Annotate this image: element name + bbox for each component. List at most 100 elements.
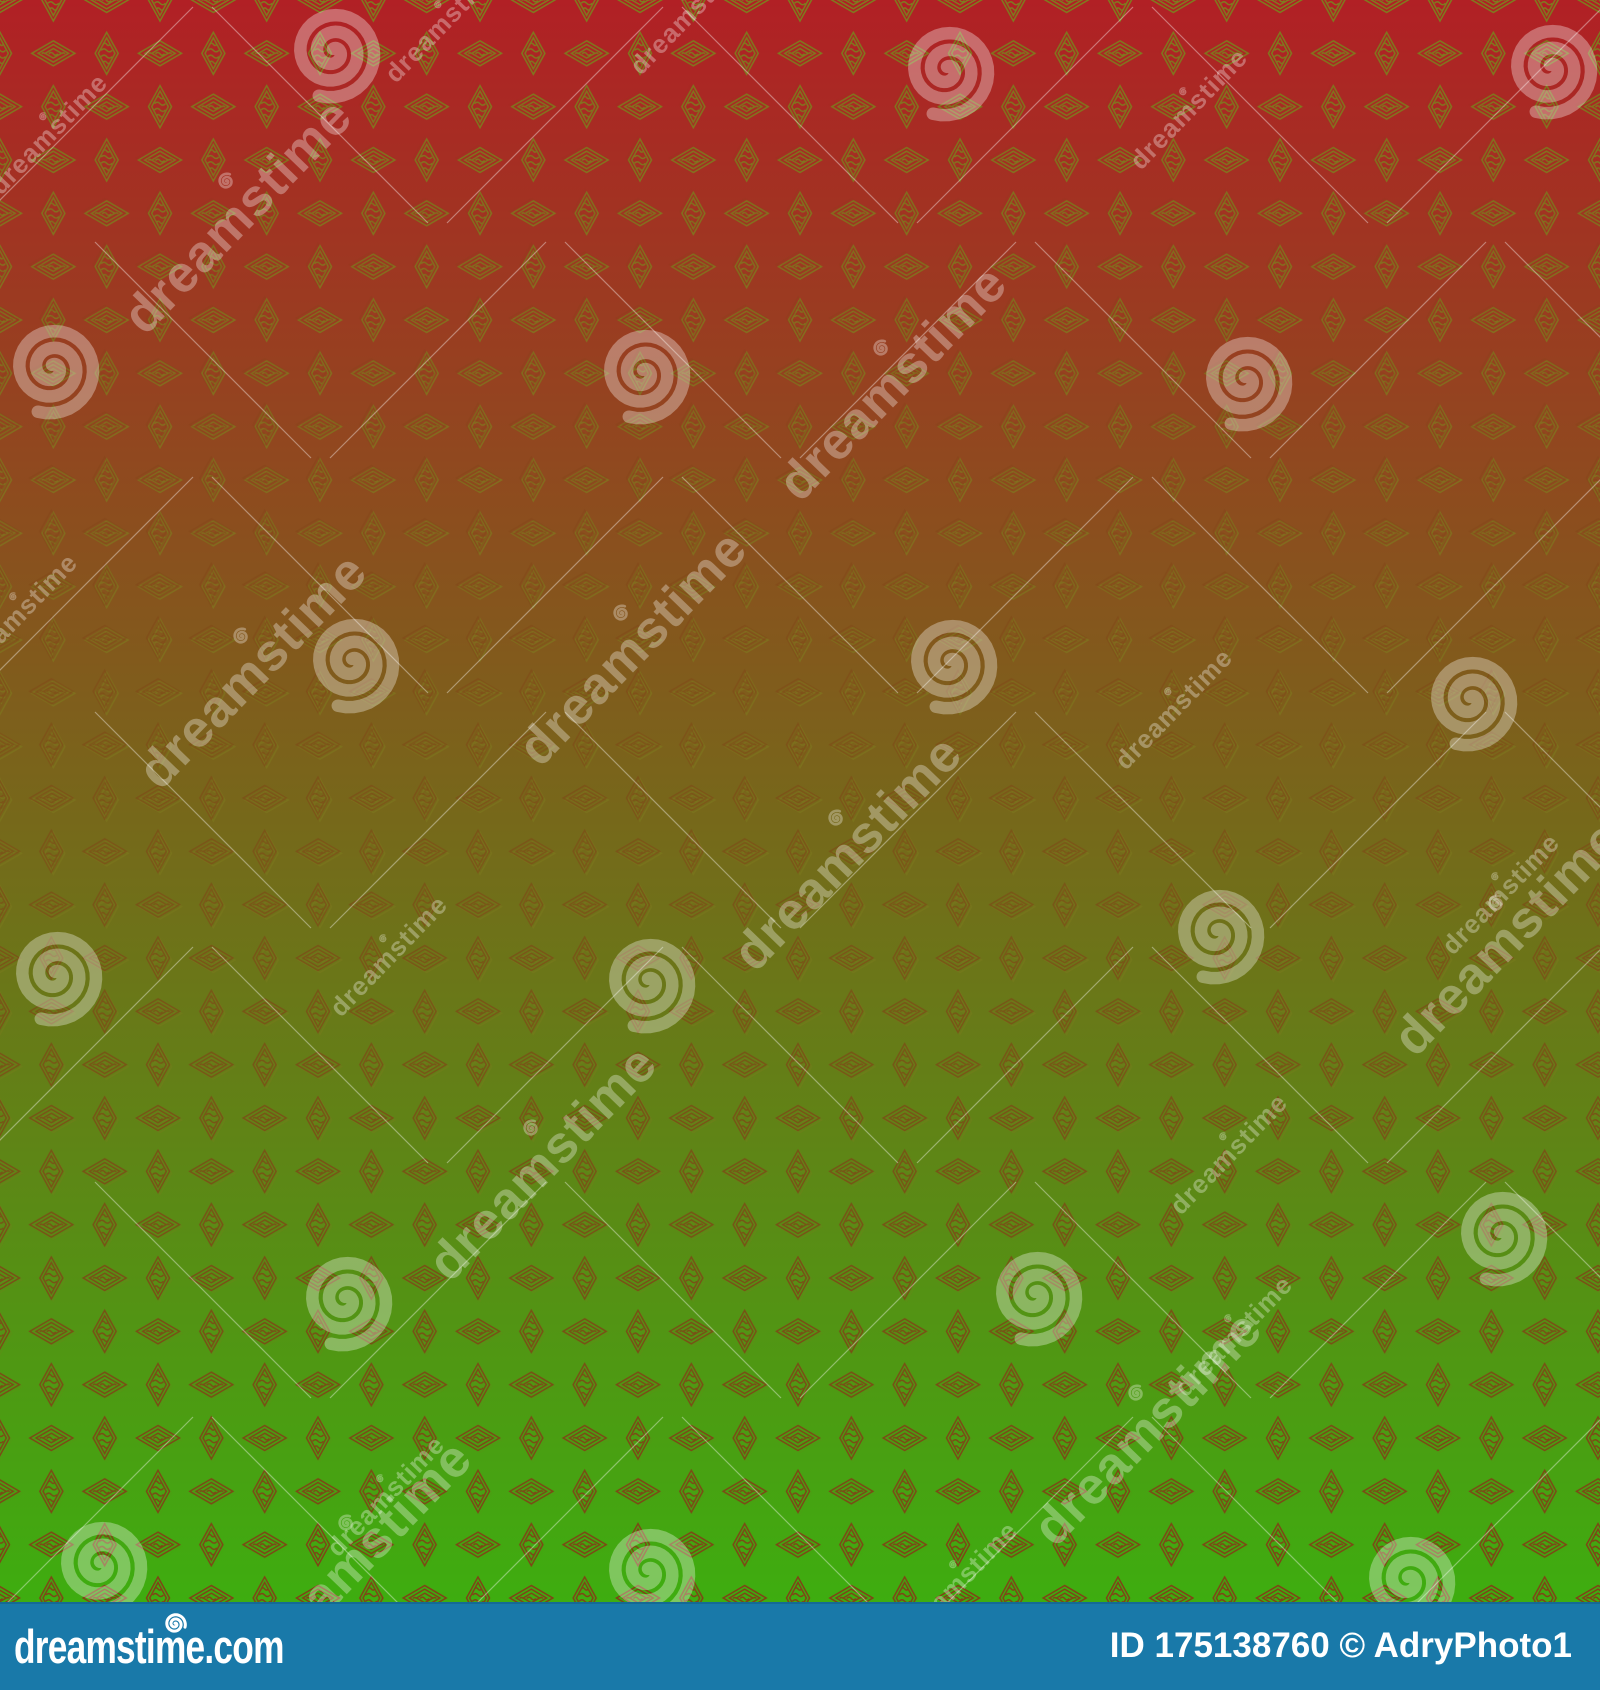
watermark-brand-text-label: dreamstime [624, 0, 754, 80]
watermark-diagonal-line [446, 476, 664, 694]
watermark-spiral-icon [604, 329, 691, 425]
watermark-diagonal-line [564, 711, 782, 929]
watermark-diagonal-line [0, 946, 194, 1141]
watermark-idot-spiral-icon [379, 934, 387, 943]
watermark-idot-spiral-icon [1488, 894, 1503, 911]
watermark-spiral-icon [16, 931, 103, 1027]
watermark-idot-spiral-icon [233, 627, 248, 644]
watermark-spiral-icon [313, 618, 400, 714]
watermark-diagonal-line [211, 1416, 398, 1602]
watermark-diagonal-line [681, 946, 899, 1164]
watermark-spiral-icon [1431, 656, 1518, 752]
watermark-brand-text-label: dreamstime [894, 1515, 1024, 1602]
watermark-diagonal-line [1417, 1419, 1600, 1602]
watermark-spiral-icon [1206, 336, 1293, 432]
watermark-layer: dreamstimedreamstimedreamstimedreamstime… [0, 0, 1600, 1602]
dreamstime-logo: dreamstime.com [14, 1602, 374, 1690]
watermark-brand-text-label: dreamstime [1124, 42, 1254, 175]
watermark-brand-text: dreamstime [112, 87, 363, 344]
watermark-brand-text: dreamstime [1124, 42, 1254, 175]
watermark-brand-text-label: dreamstime [767, 254, 1018, 511]
watermark-diagonal-line [916, 946, 1134, 1164]
watermark-idot-spiral-icon [1224, 1314, 1232, 1323]
watermark-brand-text-label: dreamstime [112, 87, 363, 344]
watermark-diagonal-line [1386, 9, 1600, 224]
watermark-diagonal-line [1269, 241, 1487, 459]
watermark-diagonal-line [947, 1416, 1134, 1602]
watermark-diagonal-line [329, 1181, 547, 1399]
watermark-diagonal-line [1504, 711, 1600, 808]
watermark-brand-text: dreamstime [624, 0, 754, 80]
watermark-idot-spiral-icon [1219, 1132, 1227, 1141]
watermark-spiral-icon [61, 1521, 148, 1602]
watermark-diagonal-line [94, 241, 312, 459]
watermark-diagonal-line [681, 476, 899, 694]
watermark-idot-spiral-icon [1164, 687, 1172, 696]
watermark-diagonal-line [211, 6, 429, 224]
watermark-spiral-icon [911, 619, 998, 715]
watermark-brand-text: dreamstime [507, 519, 758, 776]
watermark-brand-text: dreamstime [1382, 809, 1600, 1066]
watermark-brand-text: dreamstime [324, 889, 454, 1022]
footer-bar: dreamstime.com ID 175138760 © AdryPhoto1 [0, 1602, 1600, 1690]
watermark-spiral-icon [306, 1256, 393, 1352]
dreamstime-logo-text: dreamstime.com [14, 1619, 284, 1673]
watermark-brand-text: dreamstime [417, 1034, 668, 1291]
watermark-brand-text-label: dreamstime [0, 67, 113, 200]
watermark-brand-text: dreamstime [1109, 642, 1239, 775]
watermark-brand-text: dreamstime [379, 0, 509, 88]
watermark-brand-text-label: dreamstime [1382, 809, 1600, 1066]
watermark-diagonal-line [329, 711, 547, 929]
watermark-brand-text-label: dreamstime [324, 889, 454, 1022]
watermark-diagonal-line [1504, 241, 1600, 338]
artwork: dreamstime dreamstime dreamstime dreamstime… [0, 0, 1600, 1602]
watermark-brand-text-label: dreamstime [1109, 642, 1239, 775]
watermark-idot-spiral-icon [1179, 87, 1187, 96]
watermark-brand-text: dreamstime [894, 1515, 1024, 1602]
watermark-diagonal-line [1269, 711, 1487, 929]
watermark-idot-spiral-icon [376, 1474, 384, 1483]
watermark-idot-spiral-icon [39, 112, 47, 121]
watermark-brand-text: dreamstime [722, 724, 973, 981]
watermark-diagonal-line [799, 241, 1017, 459]
watermark-diagonal-line [916, 6, 1134, 224]
watermark-spiral-icon [294, 8, 381, 104]
watermark-idot-spiral-icon [873, 339, 888, 356]
watermark-brand-text-label: dreamstime [722, 724, 973, 981]
watermark-spiral-icon [1178, 889, 1265, 985]
watermark-diagonal-line [0, 6, 194, 201]
watermark-diagonal-line [1269, 1181, 1487, 1399]
watermark-idot-spiral-icon [338, 1514, 353, 1531]
watermark-spiral-icon [609, 938, 696, 1034]
watermark-spiral-icon [609, 1528, 696, 1602]
watermark-diagonal-line [1151, 946, 1369, 1164]
diamond-pattern [0, 0, 1600, 1602]
watermark-idot-spiral-icon [218, 172, 233, 189]
watermark-idot-spiral-icon [828, 809, 843, 826]
watermark-diagonal-line [94, 1181, 312, 1399]
watermark-diagonal-line [1034, 241, 1252, 459]
watermark-diagonal-line [681, 1416, 868, 1602]
watermark-spiral-icon [13, 324, 100, 420]
watermark-diagonal-line [446, 6, 664, 224]
watermark-diagonal-line [916, 476, 1134, 694]
watermark-idot-spiral-icon [613, 604, 628, 621]
watermark-brand-text: dreamstime [0, 547, 83, 680]
watermark-idot-spiral-icon [434, 0, 442, 9]
watermark-diagonal-line [799, 711, 1017, 929]
watermark-diagonal-line [477, 1416, 664, 1602]
watermark-spiral-icon [1461, 1191, 1548, 1287]
watermark-diagonal-line [1504, 1181, 1600, 1278]
watermark-spiral-icon [908, 26, 995, 122]
watermark-diagonal-line [329, 241, 547, 459]
watermark-diagonal-line [564, 241, 782, 459]
watermark-diagonal-line [94, 711, 312, 929]
watermark-diagonal-line [7, 1416, 194, 1602]
watermark-brand-text-label: dreamstime [507, 519, 758, 776]
watermark-idot-spiral-icon [1128, 1384, 1143, 1401]
watermark-brand-text: dreamstime [0, 67, 113, 200]
watermark-diagonal-line [1034, 711, 1252, 929]
watermark-idot-spiral-icon [949, 1560, 957, 1569]
watermark-diagonal-line [681, 6, 899, 224]
watermark-diagonal-line [1034, 1181, 1252, 1399]
